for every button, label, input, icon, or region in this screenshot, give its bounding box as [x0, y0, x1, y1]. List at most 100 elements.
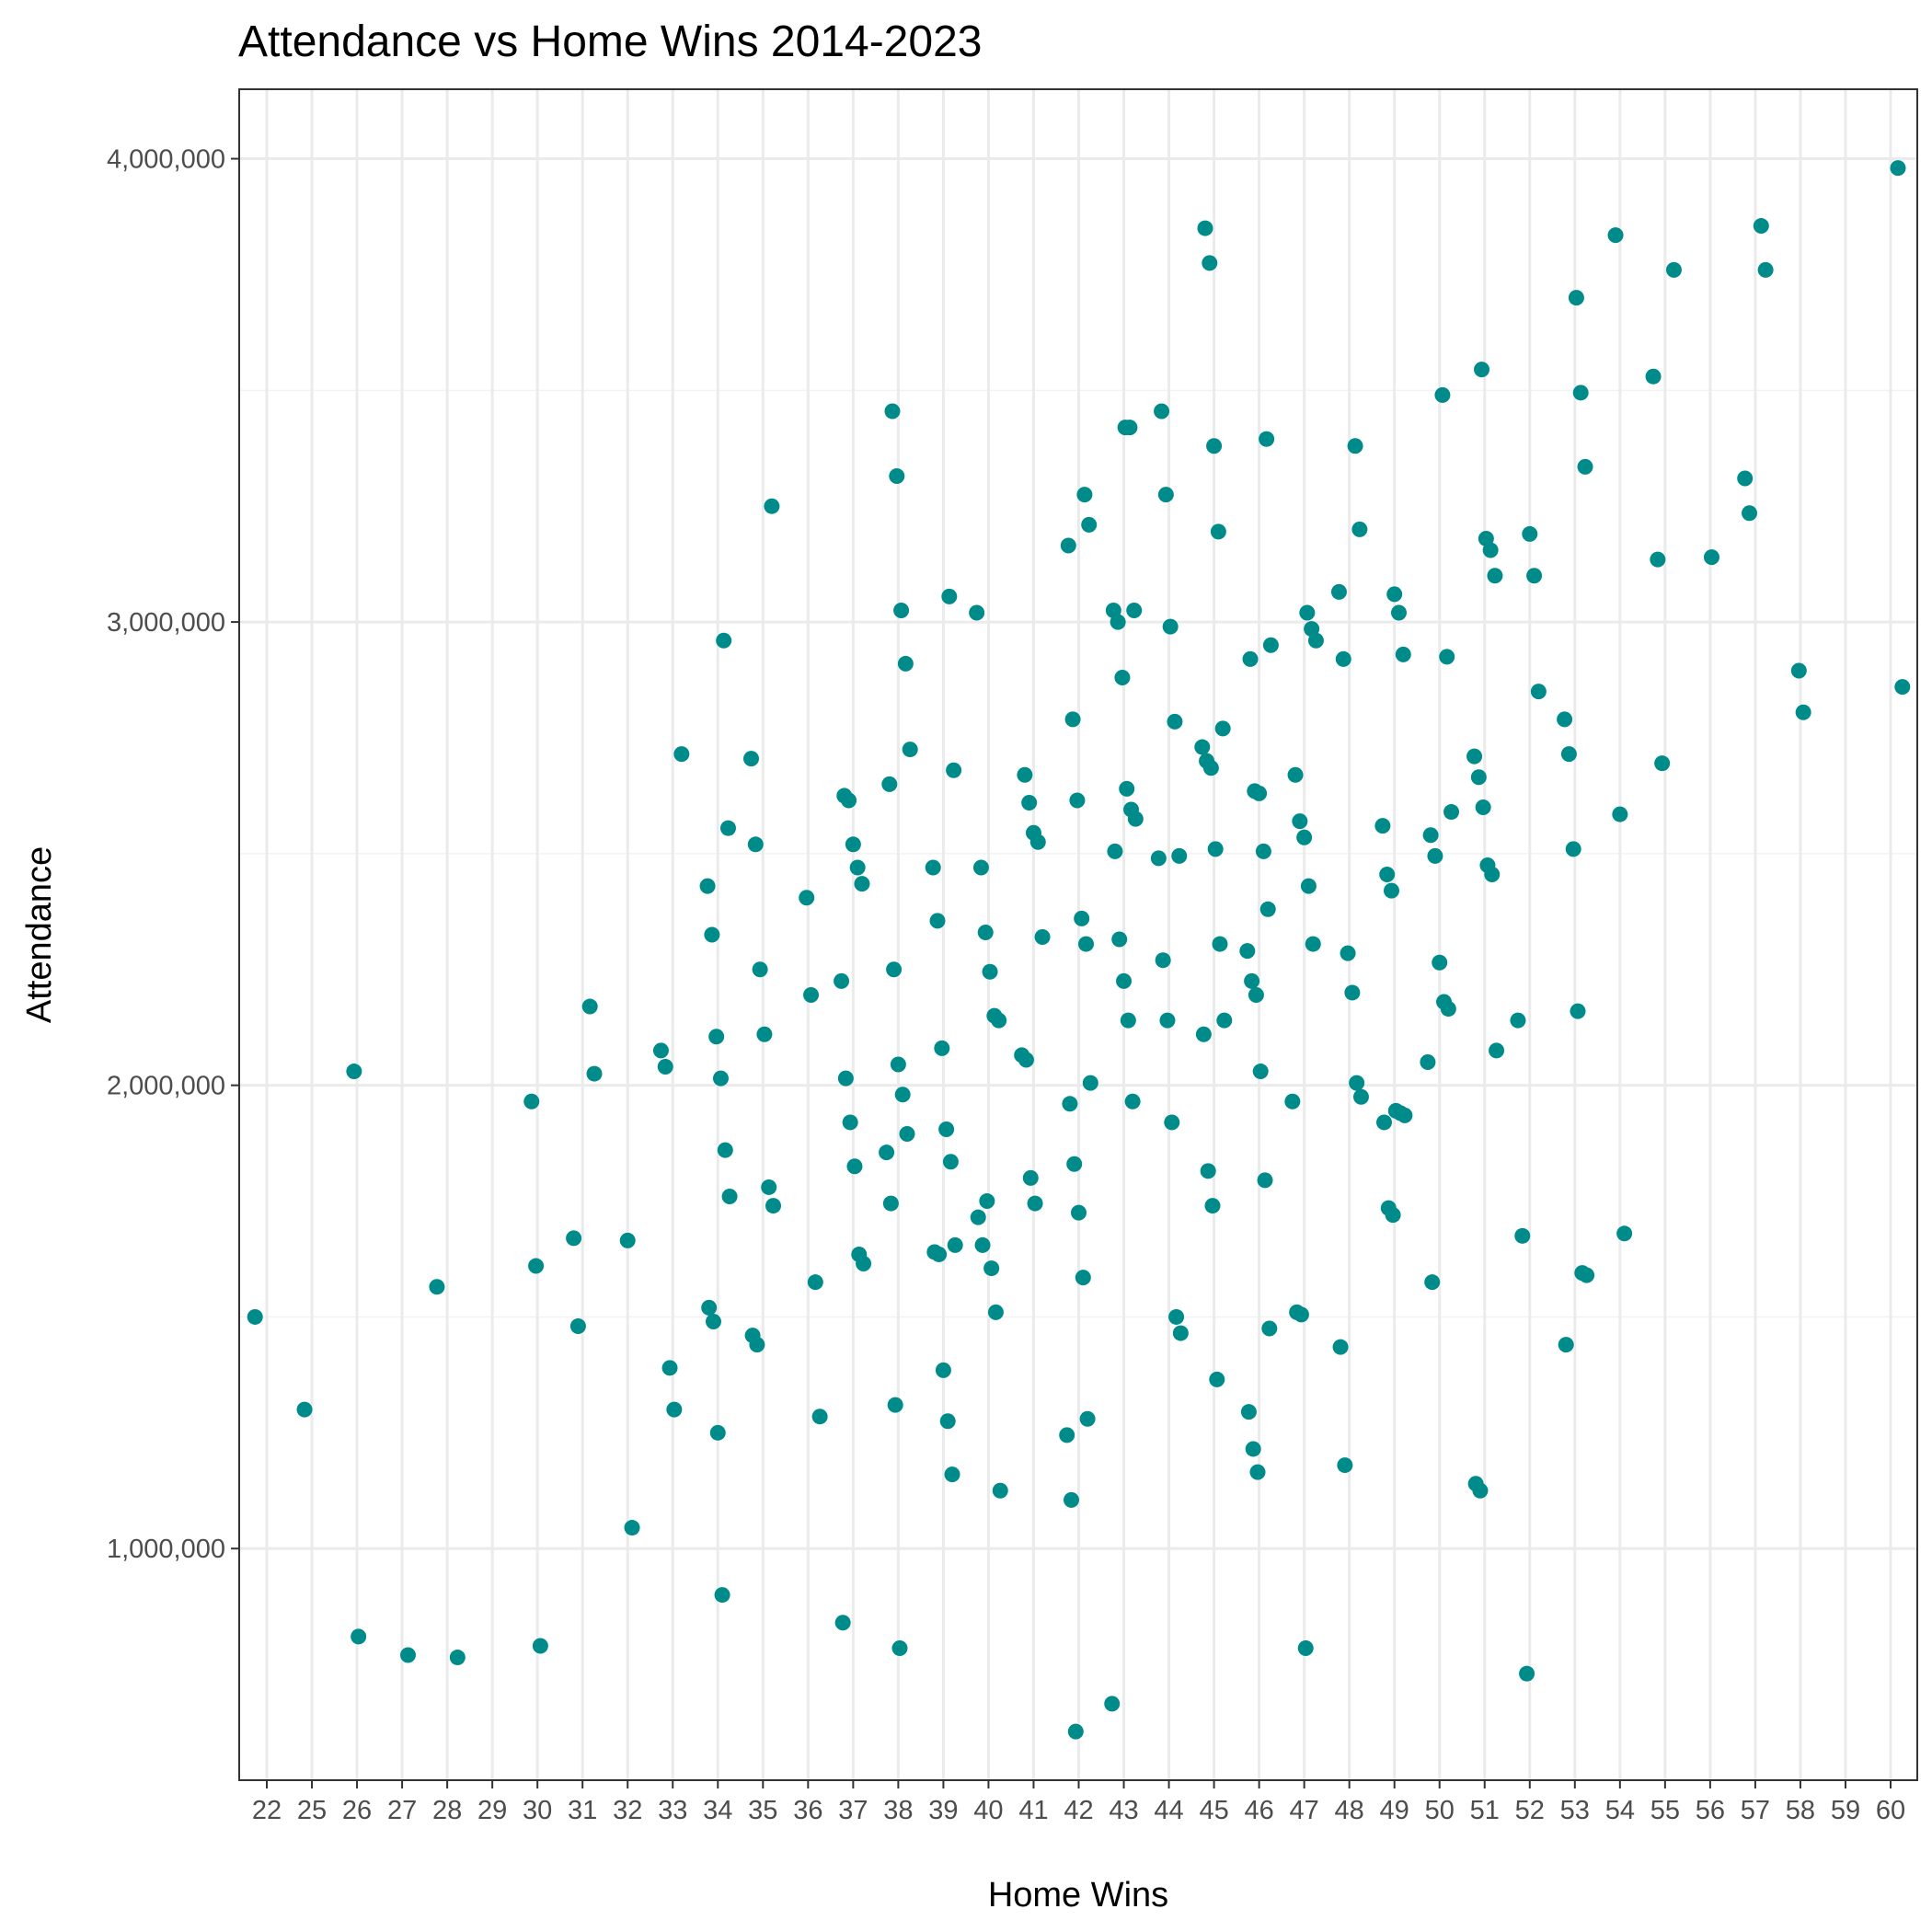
- data-point: [979, 1193, 995, 1210]
- data-point: [1079, 1410, 1096, 1427]
- x-tick-label: 35: [748, 1796, 777, 1825]
- data-point: [1126, 603, 1143, 619]
- x-tick-label: 38: [883, 1796, 913, 1825]
- data-point: [721, 1189, 738, 1205]
- data-point: [1607, 227, 1624, 244]
- data-point: [1526, 568, 1543, 584]
- data-point: [1612, 806, 1628, 822]
- x-tick-label: 57: [1741, 1796, 1770, 1825]
- data-point: [1018, 1052, 1034, 1068]
- x-axis-title: Home Wins: [988, 1876, 1168, 1915]
- y-tick-label: 3,000,000: [107, 608, 225, 638]
- data-point: [1383, 882, 1399, 899]
- data-point: [1757, 261, 1774, 278]
- data-point: [569, 1318, 586, 1335]
- data-point: [1299, 604, 1316, 621]
- x-tick-label: 36: [793, 1796, 822, 1825]
- data-point: [902, 742, 918, 758]
- y-tick-label: 4,000,000: [107, 145, 225, 175]
- data-point: [1216, 1012, 1233, 1029]
- data-point: [1440, 1001, 1456, 1018]
- x-tick-label: 58: [1786, 1796, 1815, 1825]
- data-point: [1557, 711, 1573, 728]
- data-point: [1482, 542, 1499, 558]
- data-point: [1424, 1274, 1441, 1291]
- data-point: [1195, 1026, 1212, 1042]
- data-point: [1742, 505, 1758, 522]
- data-point: [1124, 1093, 1141, 1110]
- data-point: [1157, 487, 1174, 503]
- x-tick-label: 55: [1650, 1796, 1680, 1825]
- data-point: [1017, 766, 1033, 783]
- data-point: [701, 1299, 718, 1316]
- data-point: [1349, 1075, 1365, 1091]
- data-point: [1292, 813, 1308, 830]
- data-point: [752, 961, 768, 978]
- data-point: [1340, 945, 1356, 961]
- data-point: [991, 1012, 1007, 1029]
- x-tick-label: 40: [973, 1796, 1003, 1825]
- data-point: [938, 1121, 955, 1137]
- data-point: [1204, 1198, 1221, 1214]
- data-point: [1439, 649, 1455, 665]
- x-tick-label: 45: [1199, 1796, 1228, 1825]
- data-point: [1240, 1404, 1257, 1420]
- data-point: [1210, 523, 1226, 540]
- data-point: [652, 1042, 669, 1059]
- data-point: [1059, 1427, 1075, 1443]
- data-point: [747, 836, 764, 853]
- data-point: [1062, 1096, 1078, 1112]
- data-point: [586, 1065, 603, 1082]
- data-point: [1104, 1696, 1121, 1712]
- data-point: [1522, 525, 1538, 542]
- data-point: [972, 859, 989, 876]
- data-point: [1171, 847, 1188, 864]
- data-point: [1330, 583, 1347, 600]
- data-point: [1259, 431, 1275, 447]
- data-point: [719, 820, 736, 836]
- data-point: [1255, 843, 1271, 859]
- data-point: [931, 1246, 948, 1262]
- data-point: [1074, 910, 1090, 926]
- data-point: [939, 1413, 956, 1430]
- x-tick-label: 43: [1109, 1796, 1138, 1825]
- x-tick-label: 47: [1290, 1796, 1319, 1825]
- data-point: [803, 986, 820, 1003]
- data-point: [699, 878, 716, 894]
- data-point: [1568, 290, 1584, 306]
- data-point: [1034, 929, 1051, 946]
- data-point: [834, 1615, 851, 1631]
- data-point: [1244, 972, 1260, 989]
- data-point: [717, 1142, 733, 1158]
- data-point: [1293, 1306, 1309, 1323]
- data-point: [970, 1209, 986, 1225]
- data-point: [1753, 218, 1769, 235]
- data-point: [1443, 804, 1460, 821]
- data-point: [811, 1409, 828, 1425]
- data-point: [1212, 936, 1228, 952]
- data-point: [889, 467, 905, 484]
- data-point: [1022, 1169, 1039, 1186]
- data-point: [1570, 1003, 1586, 1019]
- data-point: [1027, 1195, 1043, 1212]
- x-tick-label: 39: [928, 1796, 958, 1825]
- data-point: [1352, 1088, 1369, 1105]
- data-point: [1344, 984, 1361, 1001]
- data-point: [1252, 1064, 1269, 1080]
- data-point: [1737, 470, 1754, 487]
- x-tick-label: 48: [1335, 1796, 1364, 1825]
- data-point: [1214, 720, 1231, 737]
- data-point: [581, 998, 598, 1015]
- data-point: [891, 1639, 908, 1656]
- x-tick-label: 27: [387, 1796, 417, 1825]
- data-point: [1347, 438, 1363, 454]
- data-point: [934, 1040, 950, 1056]
- data-point: [1375, 1114, 1392, 1131]
- data-point: [1262, 637, 1279, 653]
- x-tick-label: 32: [613, 1796, 642, 1825]
- data-point: [982, 963, 998, 980]
- data-point: [1395, 646, 1411, 662]
- data-point: [1337, 1457, 1353, 1474]
- data-point: [1029, 834, 1046, 850]
- x-tick-label: 59: [1831, 1796, 1860, 1825]
